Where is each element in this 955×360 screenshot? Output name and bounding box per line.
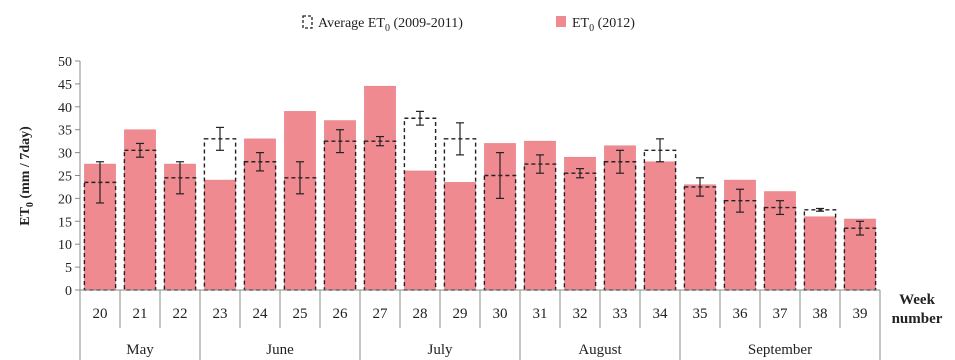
y-axis: 0 5 10 15 20 25 30 35 40 45 50	[58, 55, 81, 299]
error-bar	[296, 161, 304, 195]
x-axis: 20 21 22 23 24 25 26 27 28 29 30 31 32 33 34 35 36 37 38 39…	[79, 289, 881, 360]
y-tick-label: 0	[65, 284, 72, 299]
bars-average	[83, 117, 877, 291]
week-label: 33	[613, 306, 628, 322]
bar-2012	[444, 182, 476, 291]
y-tick-label: 30	[58, 147, 72, 162]
legend: Average ET0 (2009-2011) ET0 (2012)	[302, 15, 635, 34]
bar-2012	[804, 216, 836, 291]
legend-current-swatch	[556, 16, 566, 27]
bars-2012	[84, 85, 876, 291]
error-bar	[616, 149, 624, 174]
y-tick-label: 25	[58, 170, 72, 185]
month-label: June	[266, 342, 294, 358]
error-bar	[776, 200, 784, 216]
week-label: 21	[133, 306, 148, 322]
y-tick-label: 15	[58, 215, 72, 230]
month-label: August	[578, 342, 622, 358]
bar-2012	[364, 85, 396, 291]
bar-2012	[644, 161, 676, 291]
week-label: 31	[533, 306, 548, 322]
week-label: 23	[213, 306, 228, 322]
week-label: 36	[733, 306, 749, 322]
error-bar	[256, 152, 264, 172]
month-label: September	[748, 342, 812, 358]
error-bars	[96, 110, 864, 236]
error-bar	[176, 161, 184, 195]
y-tick-label: 35	[58, 124, 72, 139]
error-bar	[656, 138, 664, 163]
error-bar	[96, 161, 104, 204]
y-tick-label: 10	[58, 238, 72, 253]
week-label: 24	[253, 306, 269, 322]
error-bar	[856, 220, 864, 236]
legend-current: ET0 (2012)	[556, 16, 635, 34]
month-label: May	[126, 342, 154, 358]
error-bar	[416, 110, 424, 126]
error-bar	[816, 207, 824, 212]
error-bar	[496, 152, 504, 199]
week-label: 27	[373, 306, 389, 322]
week-label: 25	[293, 306, 308, 322]
bar-2012	[204, 179, 236, 291]
week-label: 20	[93, 306, 108, 322]
week-label: 34	[653, 306, 669, 322]
y-tick-label: 45	[58, 78, 72, 93]
error-bar	[376, 135, 384, 147]
y-axis-title: ET0 (mm / 7day)	[18, 126, 36, 226]
week-label: 39	[853, 306, 868, 322]
error-bar	[576, 168, 584, 179]
legend-average-label: Average ET0 (2009-2011)	[318, 16, 463, 34]
week-label: 32	[573, 306, 588, 322]
error-bar	[736, 188, 744, 213]
bar-2012	[404, 170, 436, 291]
y-tick-label: 40	[58, 101, 72, 116]
legend-current-label: ET0 (2012)	[572, 16, 635, 34]
error-bar	[336, 129, 344, 154]
week-label: 28	[413, 306, 428, 322]
month-label: July	[427, 342, 453, 358]
y-tick-label: 20	[58, 192, 72, 207]
week-label: 26	[333, 306, 349, 322]
legend-average: Average ET0 (2009-2011)	[302, 15, 463, 34]
week-label: 37	[773, 306, 789, 322]
bar-2012	[284, 111, 316, 291]
legend-average-swatch	[302, 15, 313, 29]
error-bar	[456, 122, 464, 156]
week-label: 35	[693, 306, 708, 322]
error-bar	[536, 154, 544, 174]
error-bar	[216, 126, 224, 151]
x-axis-title-line1: Week	[899, 292, 935, 308]
week-label: 22	[173, 306, 188, 322]
week-label: 38	[813, 306, 828, 322]
y-tick-label: 5	[65, 261, 72, 276]
error-bar	[696, 177, 704, 197]
week-label: 30	[493, 306, 508, 322]
week-label: 29	[453, 306, 468, 322]
bar-2012	[564, 156, 596, 291]
x-axis-title-line2: number	[892, 311, 943, 327]
y-tick-label: 50	[58, 55, 72, 70]
bar-2012	[684, 184, 716, 291]
error-bar	[136, 142, 144, 158]
